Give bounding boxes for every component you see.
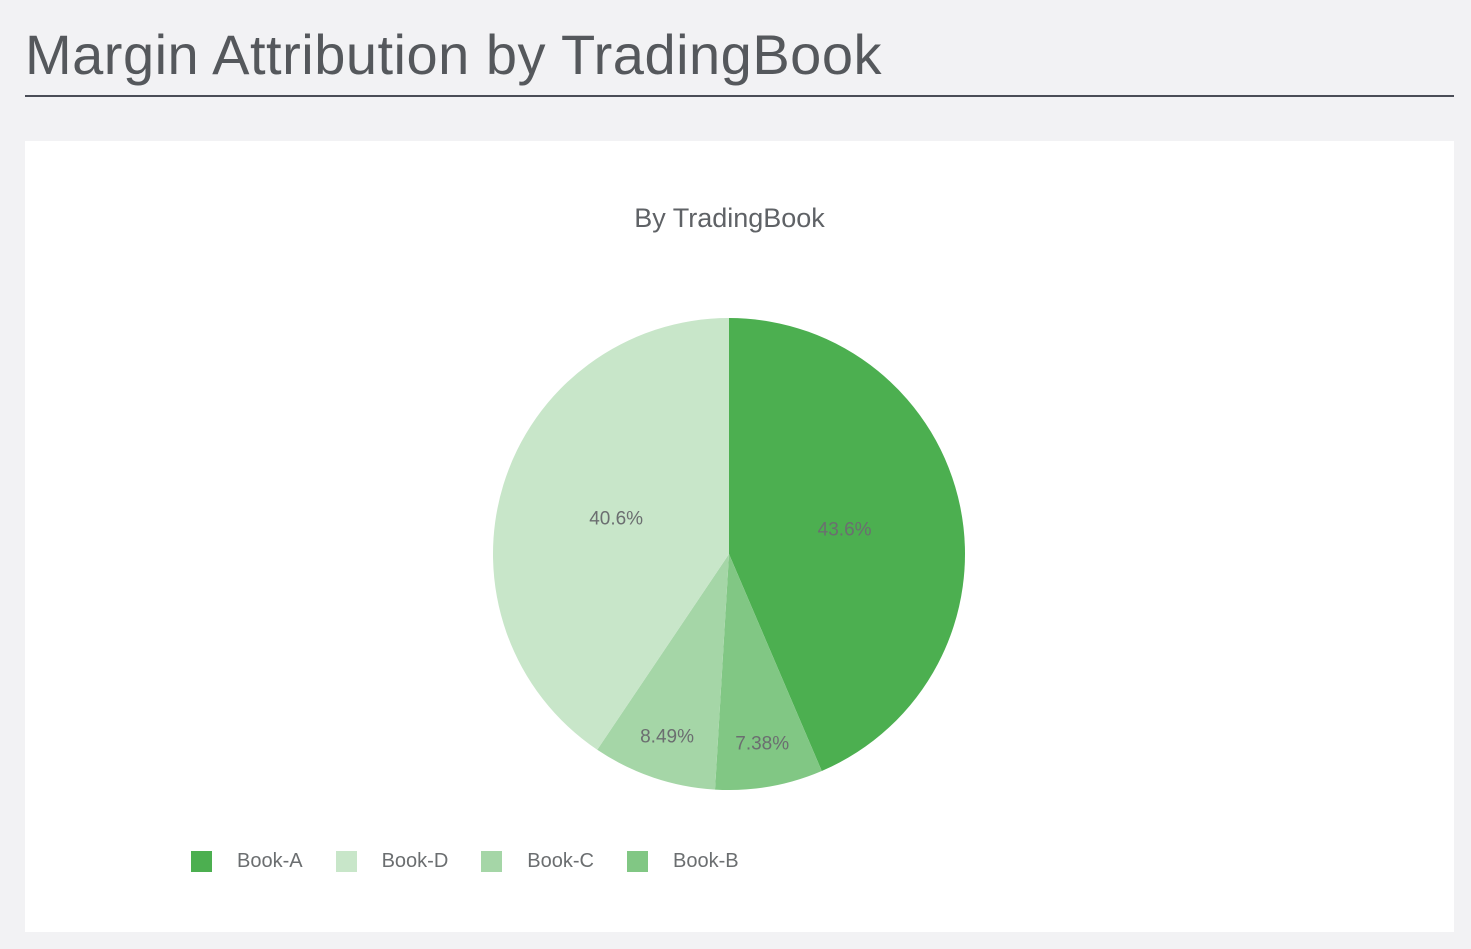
pie-slice-book-a[interactable] — [729, 318, 966, 771]
chart-legend: Book-A Book-D Book-C Book-B — [191, 850, 772, 873]
pie-slice-book-b[interactable] — [715, 554, 822, 790]
legend-item-book-c[interactable]: Book-C — [481, 850, 594, 873]
legend-item-book-a[interactable]: Book-A — [191, 850, 303, 873]
legend-label: Book-A — [237, 850, 303, 872]
title-divider — [25, 95, 1454, 97]
legend-swatch — [191, 851, 212, 872]
legend-label: Book-D — [381, 850, 449, 872]
legend-label: Book-B — [673, 850, 739, 872]
chart-title: By TradingBook — [634, 203, 825, 233]
slice-label-book-a: 43.6% — [818, 519, 872, 540]
pie-slice-book-c[interactable] — [597, 554, 729, 790]
legend-item-book-b[interactable]: Book-B — [627, 850, 739, 873]
slice-label-book-d: 40.6% — [589, 509, 643, 530]
legend-item-book-d[interactable]: Book-D — [335, 850, 449, 873]
legend-swatch — [335, 851, 357, 872]
slice-label-book-b: 7.38% — [735, 734, 789, 755]
pie-slice-book-d[interactable] — [492, 318, 729, 750]
pie-chart: 43.6% 7.38% 8.49% 40.6% — [492, 318, 966, 790]
legend-swatch — [627, 851, 648, 872]
legend-label: Book-C — [527, 850, 594, 872]
chart-card: By TradingBook 43.6% 7.38% 8.49% 40.6% Book… — [25, 141, 1454, 932]
slice-label-book-c: 8.49% — [640, 726, 694, 747]
page-title: Margin Attribution by TradingBook — [25, 23, 882, 86]
legend-swatch — [481, 851, 503, 872]
